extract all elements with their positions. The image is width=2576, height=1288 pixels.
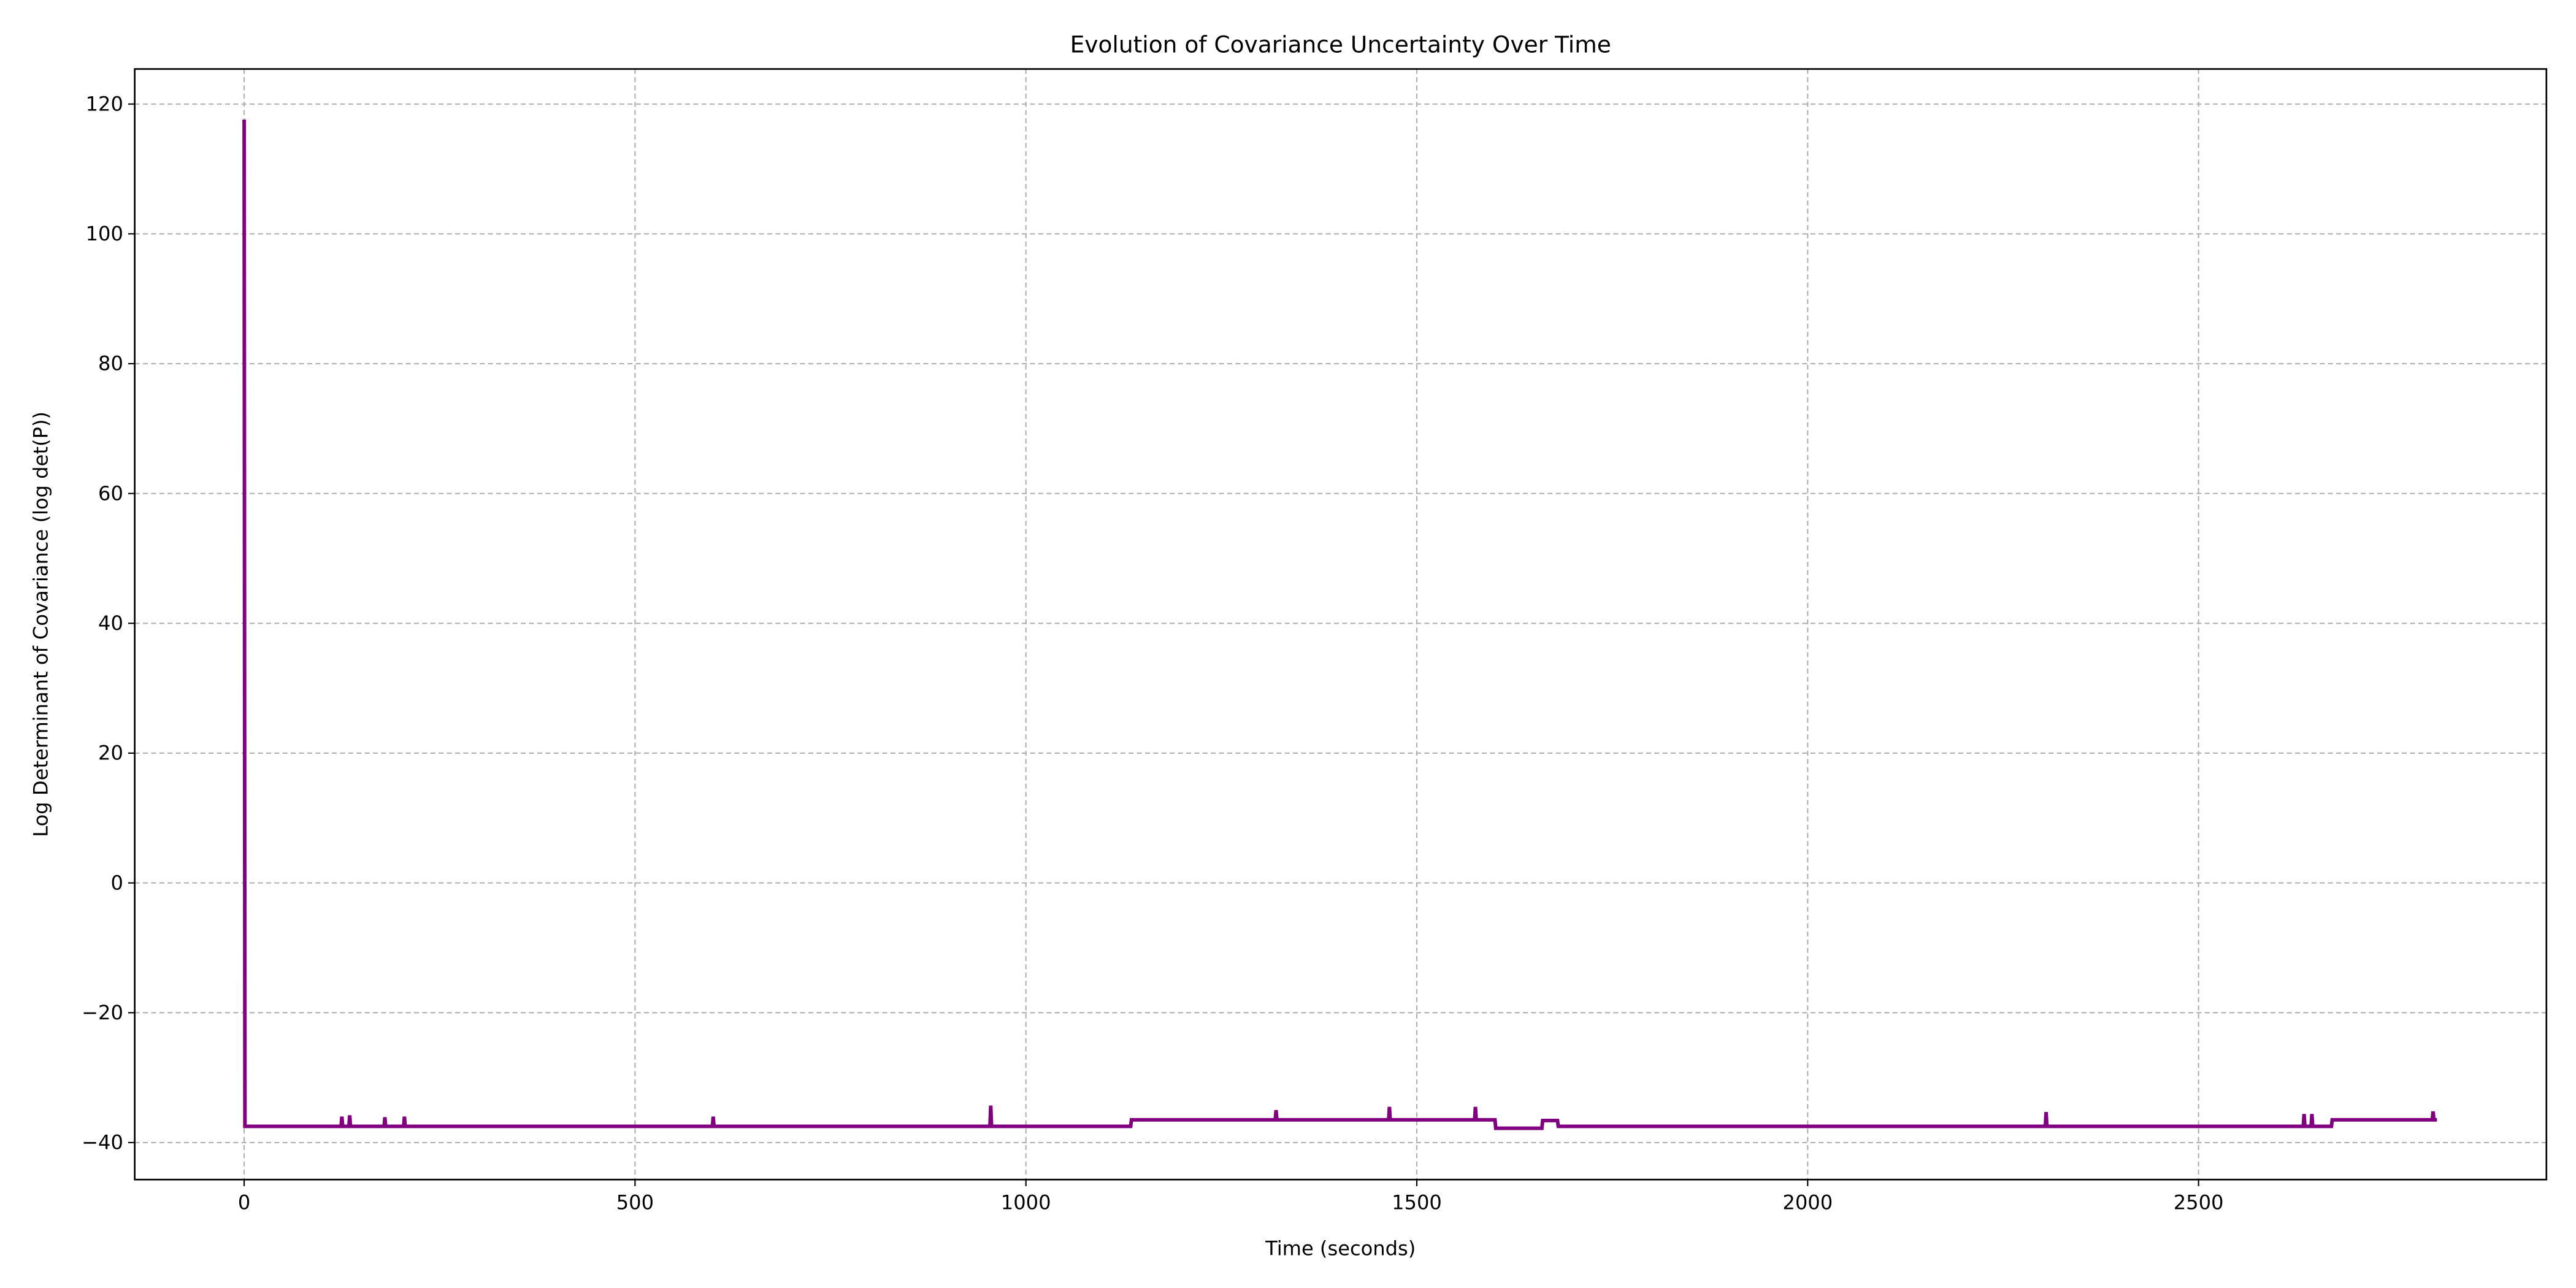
y-tick-label: 40 xyxy=(98,611,123,635)
y-tick-label: −20 xyxy=(82,1001,123,1024)
y-tick-label: −40 xyxy=(82,1131,123,1154)
x-tick-label: 1000 xyxy=(1001,1190,1051,1214)
x-tick-label: 500 xyxy=(616,1190,654,1214)
data-line xyxy=(242,120,2437,1130)
y-tick-label: 0 xyxy=(110,871,123,894)
y-tick-label: 80 xyxy=(98,352,123,375)
x-axis-label: Time (seconds) xyxy=(1265,1236,1416,1260)
y-tick-label: 100 xyxy=(86,222,123,245)
chart-title: Evolution of Covariance Uncertainty Over… xyxy=(1070,31,1611,58)
x-tick-label: 1500 xyxy=(1392,1190,1442,1214)
plot-frame xyxy=(134,68,2548,1181)
x-tick-label: 0 xyxy=(238,1190,250,1214)
x-tick-label: 2500 xyxy=(2174,1190,2224,1214)
y-tick-label: 120 xyxy=(86,92,123,115)
y-tick-label: 60 xyxy=(98,481,123,505)
x-tick-label: 2000 xyxy=(1782,1190,1833,1214)
y-axis-label: Log Determinant of Covariance (log det(P… xyxy=(29,412,53,837)
y-tick-label: 20 xyxy=(98,742,123,765)
